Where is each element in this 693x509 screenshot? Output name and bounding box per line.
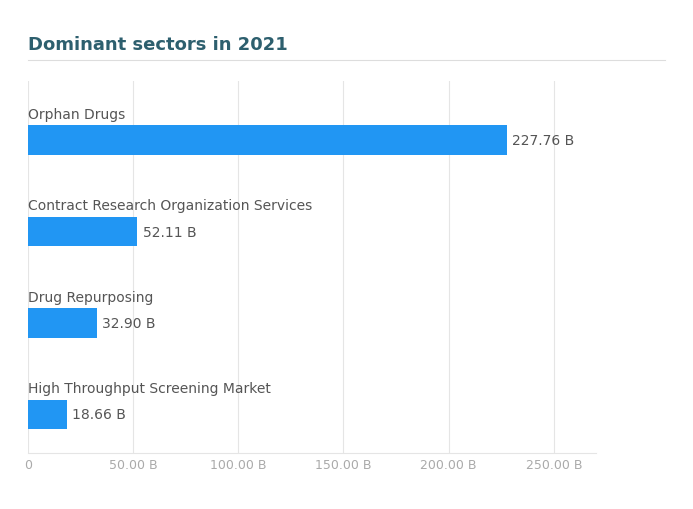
- Bar: [28, 400, 67, 429]
- Text: Orphan Drugs: Orphan Drugs: [28, 107, 125, 122]
- Text: High Throughput Screening Market: High Throughput Screening Market: [28, 382, 270, 395]
- Bar: [28, 217, 137, 247]
- Text: 227.76 B: 227.76 B: [512, 134, 574, 148]
- Text: Dominant sectors in 2021: Dominant sectors in 2021: [28, 36, 288, 53]
- Text: 18.66 B: 18.66 B: [72, 408, 126, 421]
- Text: 52.11 B: 52.11 B: [143, 225, 196, 239]
- Text: Contract Research Organization Services: Contract Research Organization Services: [28, 199, 312, 213]
- Bar: [28, 126, 507, 155]
- Text: Drug Repurposing: Drug Repurposing: [28, 290, 153, 304]
- Bar: [28, 309, 97, 338]
- Text: 32.90 B: 32.90 B: [103, 317, 156, 330]
